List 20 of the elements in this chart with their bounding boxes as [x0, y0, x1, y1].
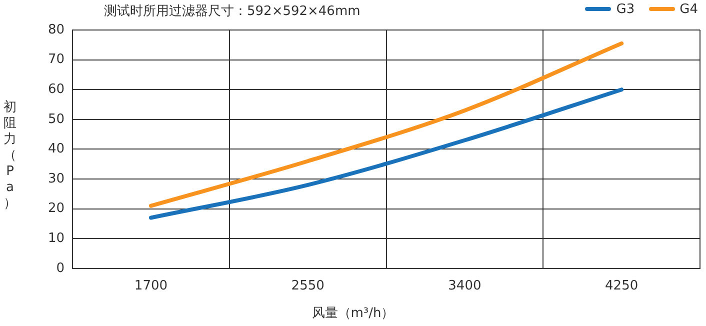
x-tick-label: 4250: [605, 278, 638, 294]
y-axis-title: 初阻力（Pa）: [2, 100, 18, 212]
y-tick-label: 30: [48, 171, 65, 186]
x-tick-label: 1700: [134, 278, 168, 294]
y-tick-label: 50: [48, 112, 65, 127]
legend-label: G4: [678, 2, 698, 17]
y-tick-label: 0: [56, 260, 65, 276]
x-tick-label: 2550: [291, 278, 324, 294]
x-axis-title: 风量（m³/h）: [310, 305, 396, 322]
chart-title: 测试时所用过滤器尺寸：592×592×46mm: [104, 3, 360, 20]
y-tick-label: 60: [48, 82, 65, 97]
y-tick-label: 10: [48, 230, 65, 246]
y-tick-label: 70: [48, 52, 65, 68]
line-series: [148, 41, 624, 208]
line-series: [148, 88, 624, 220]
y-tick-label: 80: [48, 22, 65, 38]
legend-label: G3: [615, 2, 635, 17]
y-tick-label: 40: [48, 142, 65, 157]
y-tick-label: 20: [48, 201, 65, 216]
x-tick-label: 3400: [448, 278, 482, 294]
